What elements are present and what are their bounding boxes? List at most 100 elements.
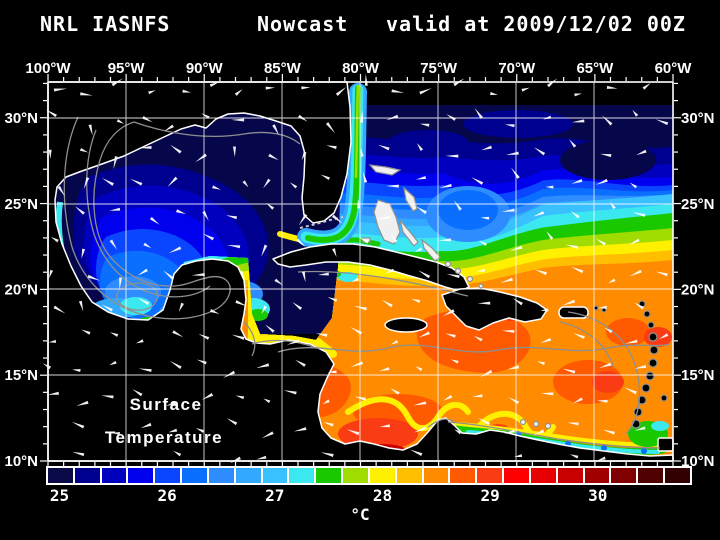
colorbar-cell — [155, 468, 181, 483]
vector-arrow-icon — [173, 450, 182, 457]
vector-arrow-icon — [629, 182, 638, 189]
vector-arrow-icon — [222, 370, 236, 379]
vector-arrow-icon — [386, 184, 399, 188]
vector-arrow-icon — [81, 329, 91, 335]
vector-arrow-icon — [362, 171, 368, 183]
vector-arrow-icon — [326, 145, 337, 150]
vector-arrow-icon — [450, 359, 459, 364]
vector-arrow-icon — [595, 178, 608, 185]
colorbar-cell — [316, 468, 342, 483]
vector-arrow-icon — [571, 266, 584, 274]
vector-arrow-icon — [439, 183, 452, 188]
vector-arrow-icon — [381, 299, 393, 308]
vector-arrow-icon — [350, 327, 363, 335]
vector-arrow-icon — [101, 304, 113, 312]
vector-arrow-icon — [138, 298, 150, 306]
vector-arrow-icon — [168, 428, 178, 433]
vector-arrow-icon — [268, 153, 279, 161]
vector-arrow-icon — [504, 429, 516, 434]
lesser-antilles-islands — [593, 300, 668, 429]
vector-arrow-icon — [292, 301, 303, 311]
vector-arrow-icon — [379, 424, 390, 428]
colorbar-tick-label: 30 — [588, 486, 608, 505]
colorbar-cell — [530, 468, 556, 483]
vector-arrow-icon — [72, 369, 81, 372]
colorbar-cell — [48, 468, 73, 483]
vector-arrow-icon — [232, 146, 236, 158]
vector-arrow-icon — [101, 178, 114, 186]
vector-arrow-icon — [148, 90, 156, 95]
vector-arrow-icon — [298, 114, 308, 122]
colorbar-cell — [504, 468, 529, 483]
colorbar-cell — [477, 468, 503, 483]
vector-arrow-icon — [602, 115, 613, 126]
vector-arrow-icon — [42, 363, 52, 370]
vector-arrow-icon — [443, 309, 455, 317]
colorbar-cell — [665, 468, 690, 483]
vector-arrow-icon — [167, 176, 178, 187]
vector-arrow-icon — [474, 108, 484, 119]
lat-label-right: 30°N — [681, 110, 715, 127]
vector-arrow-icon — [360, 110, 364, 123]
vector-arrow-icon — [413, 426, 427, 433]
vector-arrow-icon — [446, 114, 456, 121]
vector-arrow-icon — [472, 394, 483, 398]
vector-arrow-icon — [201, 113, 210, 119]
vector-arrow-icon — [229, 456, 241, 464]
colorbar-cell — [235, 468, 261, 483]
vector-arrow-icon — [48, 149, 52, 159]
vector-arrow-icon — [231, 118, 245, 122]
vector-arrow-icon — [212, 185, 221, 190]
jamaica-land — [384, 317, 428, 333]
vector-arrow-icon — [480, 369, 493, 378]
vector-arrow-icon — [295, 359, 306, 367]
vector-arrow-icon — [234, 89, 243, 96]
lat-label-left: 20°N — [4, 282, 38, 299]
vector-arrow-icon — [139, 145, 152, 149]
colorbar-cell — [343, 468, 368, 483]
vector-arrow-icon — [198, 333, 210, 340]
vector-arrow-icon — [261, 431, 274, 439]
vector-arrow-icon — [283, 390, 297, 395]
vector-arrow-icon — [385, 268, 395, 274]
vector-arrow-icon — [533, 147, 546, 156]
vector-arrow-icon — [261, 244, 268, 257]
vector-arrow-icon — [165, 401, 177, 406]
vector-arrow-icon — [149, 216, 160, 225]
vector-arrow-icon — [53, 305, 66, 314]
vector-arrow-icon — [354, 396, 366, 401]
vector-arrow-icon — [168, 246, 182, 254]
colorbar-cell — [611, 468, 637, 483]
vector-arrow-icon — [50, 236, 59, 243]
vector-arrow-icon — [533, 429, 545, 436]
title-mode: Nowcast — [257, 12, 349, 36]
bahamas-banks — [362, 164, 552, 430]
vector-arrow-icon — [263, 178, 271, 189]
vector-arrow-icon — [598, 362, 612, 369]
vector-arrow-icon — [113, 156, 118, 170]
colorbar-cells — [48, 468, 690, 483]
colorbar-cell — [74, 468, 100, 483]
colorbar-cell — [208, 468, 234, 483]
lon-label: 90°W — [186, 60, 224, 77]
vector-arrow-icon — [293, 427, 307, 432]
lat-label-right: 25°N — [681, 196, 715, 213]
vector-arrow-icon — [624, 387, 637, 395]
vector-arrow-icon — [511, 167, 520, 179]
vector-arrow-icon — [209, 309, 220, 314]
vector-arrow-icon — [320, 452, 334, 457]
vector-arrow-icon — [521, 87, 530, 92]
vector-arrow-icon — [443, 394, 453, 401]
vector-arrow-icon — [454, 429, 462, 435]
vector-arrow-icon — [600, 153, 612, 158]
vector-arrow-icon — [274, 278, 284, 286]
vector-arrow-icon — [172, 330, 184, 338]
vector-arrow-icon — [504, 124, 515, 128]
vector-arrow-icon — [632, 109, 639, 117]
vector-arrow-icon — [169, 360, 182, 370]
vector-arrow-icon — [418, 331, 430, 338]
colorbar-unit: °C — [350, 505, 370, 524]
vector-arrow-icon — [48, 339, 57, 343]
vector-arrow-icon — [226, 215, 238, 220]
vector-arrow-icon — [266, 202, 275, 210]
